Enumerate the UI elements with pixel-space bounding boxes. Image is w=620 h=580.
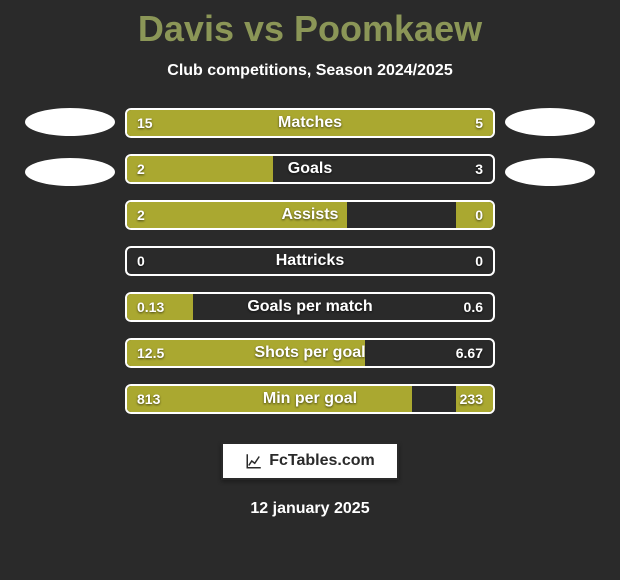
stat-value-right: 0 xyxy=(475,202,483,228)
avatar-placeholder xyxy=(505,158,595,186)
footer-badge[interactable]: FcTables.com xyxy=(221,442,399,480)
stat-row: 0.13Goals per match0.6 xyxy=(125,292,495,322)
chart-icon xyxy=(245,452,263,470)
stat-label: Goals per match xyxy=(127,294,493,320)
stat-value-right: 0.6 xyxy=(464,294,483,320)
stat-row: 813Min per goal233 xyxy=(125,384,495,414)
stat-row: 0Hattricks0 xyxy=(125,246,495,276)
avatar-placeholder xyxy=(25,158,115,186)
page-subtitle: Club competitions, Season 2024/2025 xyxy=(167,62,452,80)
stat-row: 12.5Shots per goal6.67 xyxy=(125,338,495,368)
avatar-placeholder xyxy=(505,108,595,136)
stat-value-right: 5 xyxy=(475,110,483,136)
stat-row: 2Goals3 xyxy=(125,154,495,184)
page-title: Davis vs Poomkaew xyxy=(138,8,482,50)
stat-label: Hattricks xyxy=(127,248,493,274)
left-avatars xyxy=(15,108,125,186)
stat-value-right: 0 xyxy=(475,248,483,274)
chart-area: 15Matches52Goals32Assists00Hattricks00.1… xyxy=(0,108,620,414)
stat-row: 2Assists0 xyxy=(125,200,495,230)
avatar-placeholder xyxy=(25,108,115,136)
footer-label: FcTables.com xyxy=(269,452,375,470)
stat-value-right: 233 xyxy=(460,386,483,412)
comparison-widget: Davis vs Poomkaew Club competitions, Sea… xyxy=(0,0,620,580)
comparison-bars: 15Matches52Goals32Assists00Hattricks00.1… xyxy=(125,108,495,414)
right-avatars xyxy=(495,108,605,186)
date-label: 12 january 2025 xyxy=(250,500,369,518)
stat-label: Shots per goal xyxy=(127,340,493,366)
stat-label: Assists xyxy=(127,202,493,228)
stat-value-right: 6.67 xyxy=(456,340,483,366)
stat-label: Matches xyxy=(127,110,493,136)
stat-row: 15Matches5 xyxy=(125,108,495,138)
stat-label: Min per goal xyxy=(127,386,493,412)
stat-value-right: 3 xyxy=(475,156,483,182)
stat-label: Goals xyxy=(127,156,493,182)
